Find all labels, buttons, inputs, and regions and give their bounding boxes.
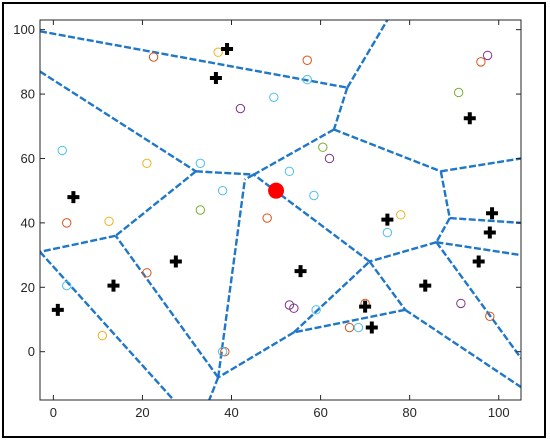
seed-marker	[419, 279, 432, 292]
y-tick-label: 40	[21, 215, 35, 230]
y-tick-label: 0	[28, 344, 35, 359]
data-circle	[482, 50, 493, 61]
voronoi-edge	[40, 70, 197, 173]
data-circle	[382, 227, 393, 238]
voronoi-edge	[404, 308, 521, 389]
data-circle	[62, 280, 72, 291]
voronoi-edge	[332, 87, 349, 130]
voronoi-edge	[208, 377, 220, 400]
voronoi-edge	[369, 241, 437, 263]
y-tick-label: 20	[21, 280, 35, 295]
data-circle	[142, 158, 152, 169]
seed-marker	[463, 112, 476, 125]
seed-marker	[169, 255, 182, 268]
x-tick-label: 40	[224, 405, 238, 420]
seed-marker	[486, 207, 499, 220]
data-circle	[318, 142, 328, 152]
seed-marker	[107, 279, 120, 292]
voronoi-edge	[440, 157, 521, 173]
x-tick-label: 20	[135, 405, 149, 420]
data-circle	[485, 311, 495, 321]
data-circle	[476, 57, 486, 67]
voronoi-edge	[216, 179, 247, 378]
voronoi-edge	[435, 217, 451, 243]
voronoi-edge	[293, 260, 371, 334]
voronoi-edge	[435, 241, 521, 359]
data-circle	[104, 216, 114, 226]
data-circle	[324, 153, 335, 164]
x-tick-label: 100	[488, 405, 510, 420]
data-circle	[269, 92, 279, 102]
axes-background	[40, 20, 521, 400]
data-circle	[195, 205, 206, 215]
seed-marker	[51, 303, 64, 316]
y-tick-label: 100	[13, 22, 35, 37]
voronoi-edge	[114, 170, 197, 237]
voronoi-edge	[346, 20, 389, 89]
voronoi-edge	[333, 128, 442, 173]
data-circle	[62, 218, 72, 228]
data-circle	[57, 145, 67, 156]
data-circle	[344, 322, 355, 333]
data-circle	[213, 47, 223, 57]
data-circle	[302, 74, 312, 85]
data-circles	[57, 47, 495, 357]
voronoi-edge	[40, 251, 175, 400]
data-circle	[148, 52, 159, 62]
x-tick-label: 60	[313, 405, 327, 420]
data-circle	[217, 346, 228, 357]
data-circle	[220, 346, 230, 357]
data-circle	[289, 303, 299, 313]
highlight-point-group	[268, 182, 285, 199]
data-circle	[262, 213, 272, 223]
data-circle	[142, 268, 152, 278]
voronoi-edge	[244, 173, 255, 181]
voronoi-edge	[114, 235, 220, 379]
data-circle	[309, 190, 319, 201]
voronoi-edge	[217, 331, 295, 379]
voronoi-edge	[449, 216, 521, 225]
data-circle	[217, 185, 228, 196]
seed-marker	[221, 42, 234, 55]
seed-marker	[359, 300, 372, 313]
voronoi-edge	[40, 30, 348, 89]
data-circle	[396, 210, 406, 220]
highlight-point	[268, 182, 285, 199]
seed-marker	[294, 265, 307, 278]
voronoi-edge	[439, 171, 451, 219]
voronoi-edge	[40, 234, 116, 254]
seed-marker	[209, 71, 222, 84]
seed-marker	[472, 255, 485, 268]
data-circle	[453, 87, 464, 98]
x-tick-label: 80	[402, 405, 416, 420]
data-circle	[456, 298, 466, 309]
seed-marker	[365, 321, 378, 334]
axes-box	[39, 19, 522, 401]
seed-marker	[483, 226, 496, 239]
y-tick-label: 80	[21, 87, 35, 102]
voronoi-edge	[368, 260, 407, 311]
voronoi-edges	[40, 20, 521, 400]
seed-markers	[51, 42, 499, 334]
seed-marker	[381, 213, 394, 226]
data-circle	[311, 305, 321, 315]
y-axis-ticks: 0 20 40 60 80 100	[13, 22, 521, 359]
data-circle	[353, 322, 364, 333]
data-circle	[97, 330, 108, 341]
data-circle	[235, 103, 246, 114]
x-tick-label: 0	[50, 405, 57, 420]
voronoi-edge	[253, 128, 335, 176]
data-circle	[195, 158, 206, 169]
data-circle	[284, 166, 295, 177]
seed-marker	[67, 191, 80, 204]
voronoi-edge	[436, 241, 521, 257]
y-tick-label: 60	[21, 151, 35, 166]
voronoi-edge	[195, 170, 254, 176]
x-axis-ticks: 0 20 40 60 80 100	[50, 20, 510, 420]
data-circle	[302, 55, 312, 65]
